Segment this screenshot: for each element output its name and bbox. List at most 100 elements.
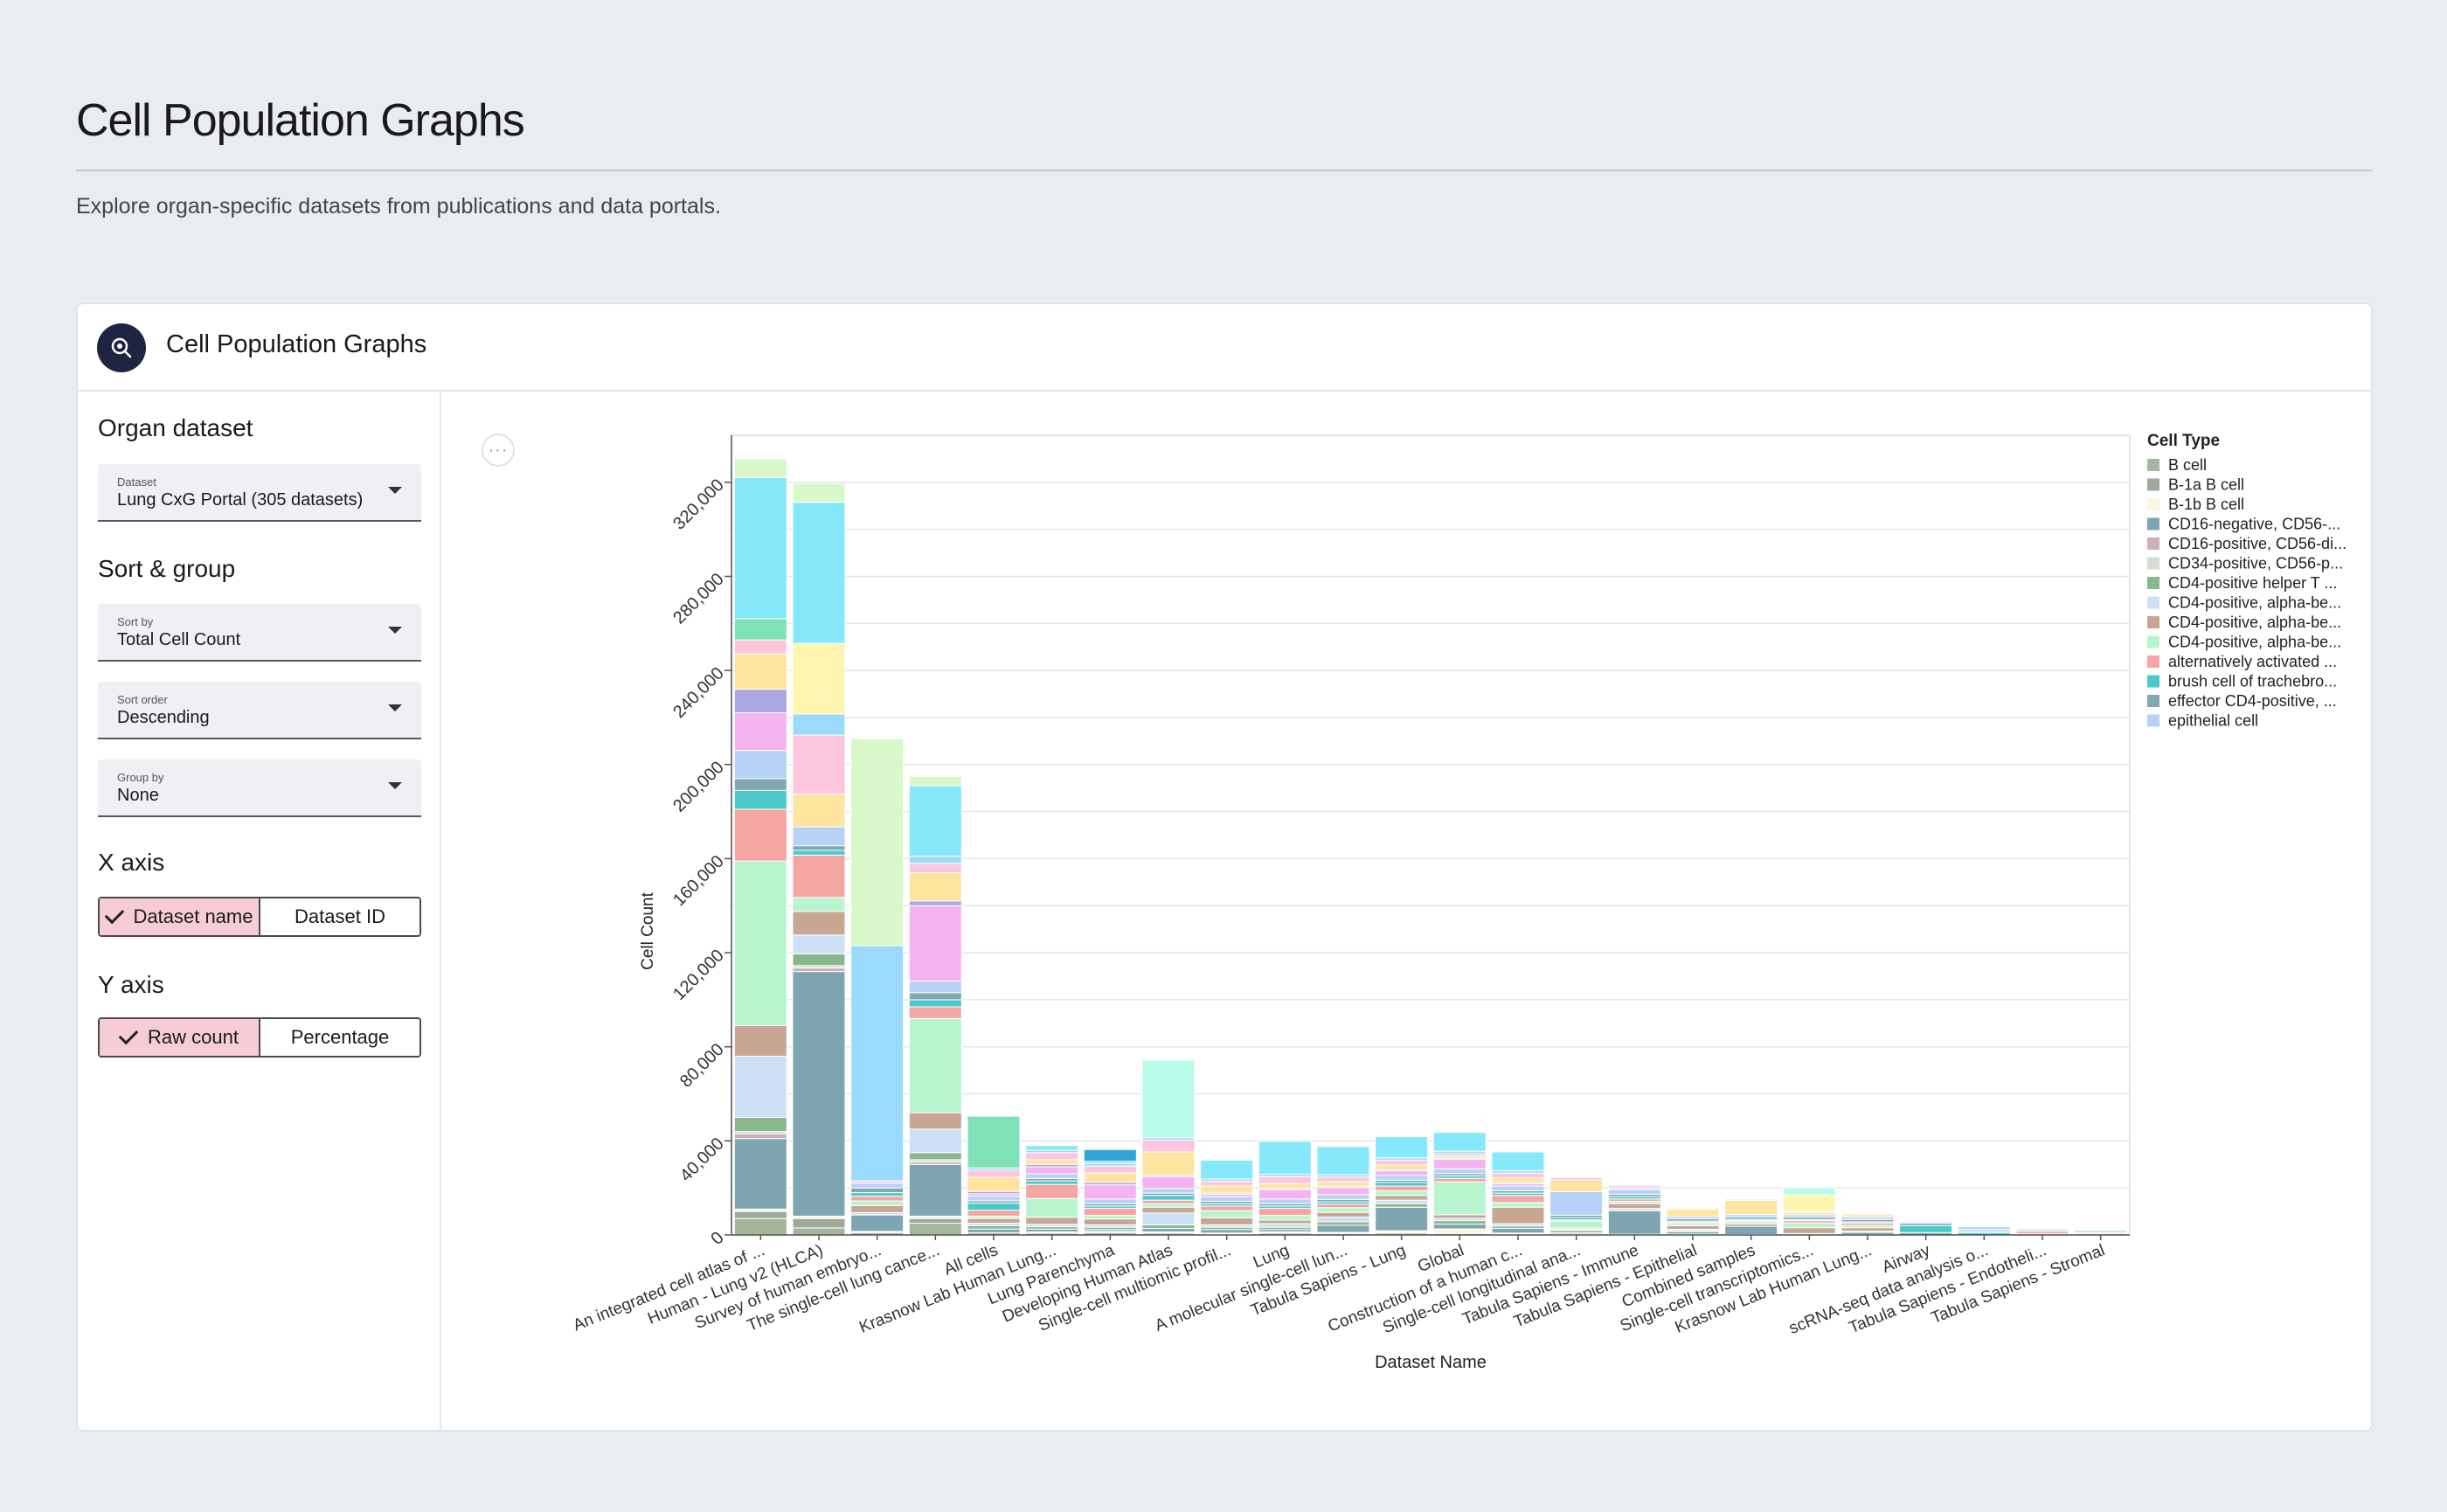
bar-segment <box>1200 1196 1254 1203</box>
bar-segment <box>1316 1181 1370 1188</box>
legend-item-label: B-1b B cell <box>2168 496 2244 513</box>
bar-segment <box>1432 1181 1487 1216</box>
bar-segment <box>1258 1198 1312 1204</box>
page-subtitle: Explore organ-specific datasets from pub… <box>76 194 721 218</box>
bar-segment <box>792 1217 846 1229</box>
legend-swatch <box>2147 459 2159 471</box>
y-axis-raw-count-toggle[interactable]: Raw count <box>100 1019 259 1056</box>
bar-segment <box>967 1176 1021 1192</box>
bar-segment <box>1258 1183 1312 1189</box>
legend-item-label: effector CD4-positive, ... <box>2168 692 2337 710</box>
bar-segment <box>1375 1136 1429 1159</box>
y-axis-toggle-group: Raw count Percentage <box>98 1017 421 1058</box>
bar-segment <box>1316 1176 1370 1183</box>
bar-segment <box>908 1128 962 1154</box>
bar-segment <box>967 1196 1021 1202</box>
title-divider <box>76 170 2373 171</box>
bar-segment <box>1258 1176 1312 1184</box>
legend-item-label: alternatively activated ... <box>2168 653 2337 670</box>
bar-segment <box>792 734 846 794</box>
bar-segment <box>1141 1188 1196 1194</box>
bar-segment <box>908 785 962 857</box>
caret-down-icon <box>388 627 402 634</box>
bar-segment <box>1432 1220 1487 1225</box>
bar-segment <box>733 1055 787 1118</box>
sort-order-select[interactable]: Sort order Descending <box>98 682 421 739</box>
bar-segment <box>1200 1185 1254 1194</box>
bar-segment <box>733 808 787 862</box>
bar-segment <box>1258 1215 1312 1221</box>
bar-segment <box>1491 1227 1545 1234</box>
legend-item-label: CD4-positive, alpha-be... <box>2168 634 2341 651</box>
bar-segment <box>1200 1229 1254 1234</box>
bar-segment <box>1782 1222 1836 1229</box>
bar-segment <box>908 1223 962 1236</box>
bar-segment <box>733 1116 787 1133</box>
y-axis-percentage-toggle[interactable]: Percentage <box>259 1019 419 1056</box>
bar-segment <box>1316 1194 1370 1200</box>
bar-segment <box>1782 1187 1836 1196</box>
sort-by-label: Sort by <box>117 615 154 628</box>
bar-segment <box>1200 1217 1254 1225</box>
y-tick-label: 240,000 <box>669 663 728 722</box>
bar-segment <box>1316 1207 1370 1213</box>
bar-segment <box>908 1112 962 1130</box>
bar-segment <box>1141 1195 1196 1201</box>
bar-segment <box>1141 1151 1196 1176</box>
bar-segment <box>1491 1151 1545 1172</box>
bar-segment <box>850 1192 905 1197</box>
controls-sidebar: Organ dataset Dataset Lung CxG Portal (3… <box>78 392 441 1432</box>
bar-segment <box>1491 1185 1545 1191</box>
bar-segment <box>792 482 846 503</box>
bar-segment <box>850 945 905 1182</box>
legend-swatch <box>2147 655 2159 668</box>
dataset-select-label: Dataset <box>117 475 156 489</box>
legend-item-label: CD4-positive, alpha-be... <box>2168 614 2341 631</box>
x-axis-heading: X axis <box>98 849 165 876</box>
bar-segment <box>1432 1177 1487 1183</box>
bar-segment <box>850 1183 905 1189</box>
bar-segment <box>733 1210 787 1219</box>
check-icon <box>118 1024 139 1045</box>
bar-segment <box>967 1217 1021 1224</box>
bar-segment <box>733 1217 787 1236</box>
bar-segment <box>1375 1189 1429 1196</box>
y-tick-label: 280,000 <box>669 570 728 628</box>
bar-segment <box>733 689 787 714</box>
group-by-select[interactable]: Group by None <box>98 759 421 817</box>
y-tick-label: 320,000 <box>669 475 728 534</box>
bar-segment <box>908 775 962 787</box>
bar-segment <box>792 897 846 912</box>
bar-segment <box>1491 1202 1545 1208</box>
bar-segment <box>792 968 846 973</box>
bar-segment <box>908 905 962 981</box>
bar-segment <box>1375 1182 1429 1187</box>
bar-segment <box>1666 1207 1720 1210</box>
caret-down-icon <box>388 782 402 789</box>
bar-segment <box>1491 1195 1545 1203</box>
x-axis-title: Dataset Name <box>1375 1353 1487 1372</box>
bar-segment <box>1375 1159 1429 1166</box>
bar-segment <box>1025 1217 1079 1225</box>
bar-segment <box>1375 1170 1429 1176</box>
dataset-select[interactable]: Dataset Lung CxG Portal (305 datasets) <box>98 464 421 522</box>
bar-segment <box>1607 1184 1661 1187</box>
y-tick-label: 40,000 <box>676 1134 728 1186</box>
x-axis-dataset-id-toggle[interactable]: Dataset ID <box>259 898 419 935</box>
bar-segment <box>792 934 846 954</box>
bar-segment <box>1200 1210 1254 1218</box>
bar-segment <box>733 1133 787 1140</box>
more-horizontal-icon[interactable]: ··· <box>482 433 515 467</box>
bar-segment <box>1083 1208 1137 1217</box>
legend-swatch <box>2147 714 2159 727</box>
sort-by-select[interactable]: Sort by Total Cell Count <box>98 604 421 662</box>
legend-item-label: CD4-positive helper T ... <box>2168 574 2337 592</box>
x-axis-dataset-name-toggle[interactable]: Dataset name <box>100 898 259 935</box>
bar-segment <box>1432 1224 1487 1230</box>
bar-segment <box>1141 1203 1196 1208</box>
bar-segment <box>1375 1164 1429 1170</box>
y-tick-label: 160,000 <box>669 852 728 911</box>
bar-segment <box>733 750 787 780</box>
legend-item-label: CD16-negative, CD56-... <box>2168 516 2340 533</box>
bar-segment <box>792 854 846 898</box>
